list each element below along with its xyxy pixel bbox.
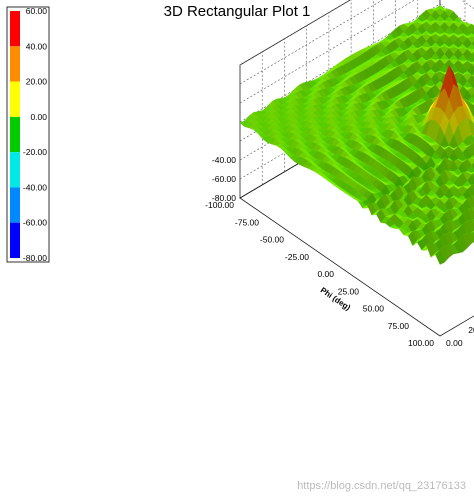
surface-cell [471, 30, 474, 36]
colorbar-band [10, 81, 20, 117]
watermark-text: https://blog.csdn.net/qq_23176133 [297, 480, 466, 492]
surface-cell [471, 40, 474, 47]
phi-tick-label: -100.00 [205, 200, 234, 210]
surface-cell [471, 61, 474, 64]
colorbar-tick-label: -60.00 [23, 218, 47, 228]
phi-tick-label: 0.00 [317, 269, 334, 279]
surface-cell [471, 51, 474, 58]
surface-cell [471, 162, 474, 169]
phi-tick-label: -25.00 [285, 252, 309, 262]
surface-cell [435, 249, 445, 265]
colorbar-band [10, 222, 20, 258]
phi-tick-label: 100.00 [408, 338, 434, 348]
grid-line [239, 0, 474, 104]
z-tick-label: -80.00 [212, 193, 236, 203]
colorbar-band [10, 46, 20, 82]
colorbar-tick-label: -40.00 [23, 182, 47, 192]
phi-tick-label: 25.00 [338, 286, 360, 296]
colorbar-band [10, 116, 20, 153]
z-tick-label: -40.00 [212, 155, 236, 165]
chart-title: 3D Rectangular Plot 1 [163, 3, 311, 20]
theta-tick-label: 20.00 [468, 325, 474, 335]
theta-tick-label: 0.00 [446, 338, 463, 348]
colorbar-band [10, 187, 20, 223]
colorbar-tick-label: 20.00 [26, 77, 48, 87]
colorbar-tick-label: 0.00 [30, 112, 47, 122]
grid-line [239, 0, 351, 66]
grid-line [239, 0, 383, 85]
surface-cell [471, 230, 474, 233]
z-tick-label: -60.00 [212, 174, 236, 184]
colorbar-band [10, 11, 20, 47]
phi-tick-label: 75.00 [388, 321, 410, 331]
colorbar-tick-label: 40.00 [26, 41, 48, 51]
colorbar-tick-label: 60.00 [26, 6, 48, 16]
colorbar-tick-label: -80.00 [23, 253, 47, 263]
phi-tick-label: -75.00 [235, 217, 259, 227]
surface-cell [471, 92, 474, 100]
phi-tick-label: -50.00 [260, 235, 284, 245]
colorbar-band [10, 152, 20, 188]
phi-tick-label: 50.00 [363, 304, 385, 314]
colorbar-tick-label: -20.00 [23, 147, 47, 157]
